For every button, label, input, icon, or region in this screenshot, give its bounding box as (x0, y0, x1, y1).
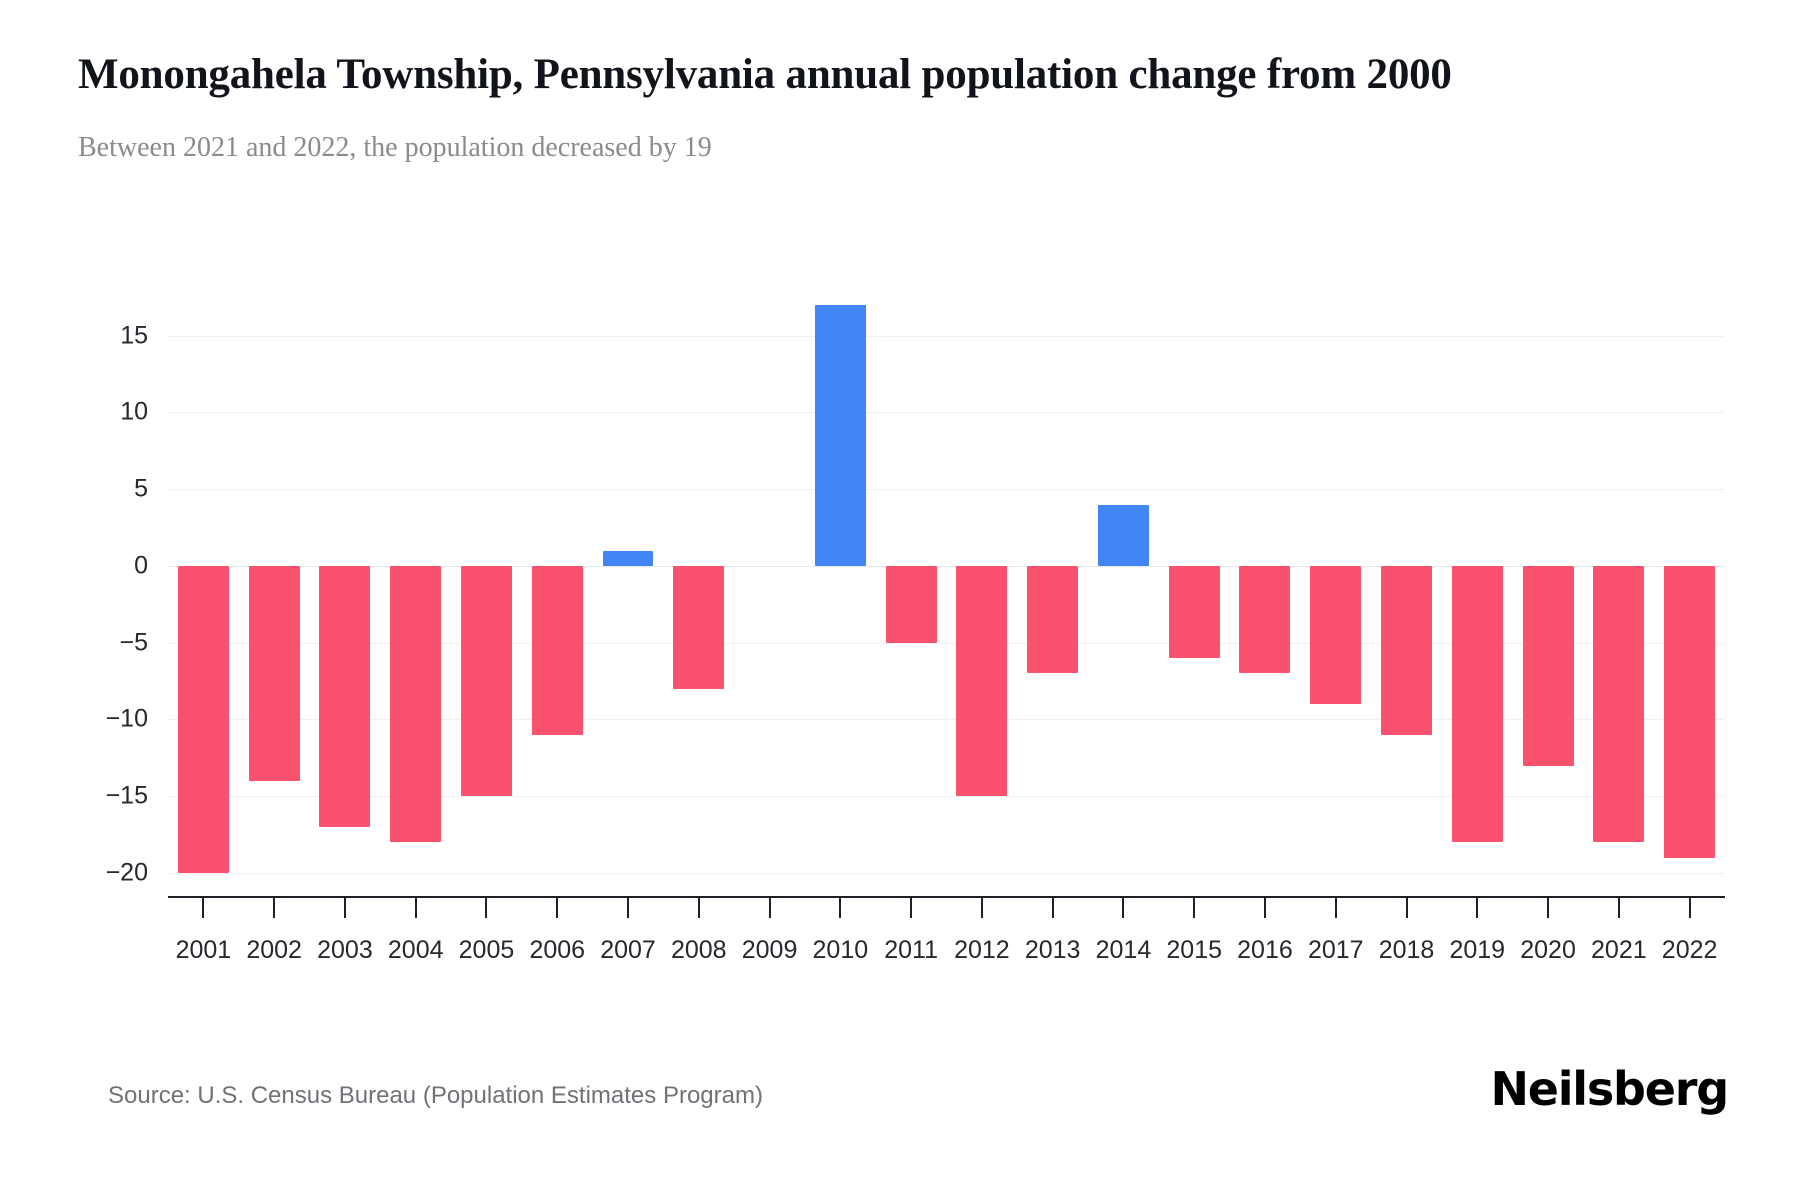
x-tick-2012 (980, 896, 983, 918)
bar-2005[interactable] (460, 565, 512, 797)
bar-2008[interactable] (673, 565, 725, 689)
x-tick-2011 (910, 896, 913, 918)
x-tick-label-2003: 2003 (317, 936, 373, 964)
x-tick-label-2013: 2013 (1024, 936, 1081, 964)
gridline--15 (168, 796, 1725, 798)
x-tick-2022 (1688, 896, 1691, 918)
x-tick-label-2009: 2009 (741, 936, 798, 964)
x-tick-label-2011: 2011 (884, 936, 938, 964)
bar-2022[interactable] (1664, 565, 1716, 858)
page-subtitle: Between 2021 and 2022, the population de… (78, 132, 712, 163)
x-tick-2008 (697, 896, 700, 918)
bar-2007[interactable] (602, 550, 654, 566)
x-tick-label-2019: 2019 (1449, 936, 1506, 964)
brand-logo: Neilsberg (1490, 1062, 1729, 1116)
x-tick-label-2021: 2021 (1591, 936, 1647, 964)
gridline-15 (168, 335, 1725, 337)
x-tick-label-2014: 2014 (1095, 936, 1152, 964)
bar-2012[interactable] (956, 565, 1008, 797)
x-tick-2009 (768, 896, 771, 918)
bar-2013[interactable] (1027, 565, 1079, 674)
bar-2002[interactable] (248, 565, 300, 781)
bar-2017[interactable] (1310, 565, 1362, 705)
x-tick-2002 (273, 896, 276, 918)
x-tick-2021 (1617, 896, 1620, 918)
x-tick-label-2012: 2012 (954, 936, 1010, 964)
x-tick-label-2006: 2006 (529, 936, 586, 964)
x-tick-2006 (556, 896, 559, 918)
x-tick-2001 (202, 896, 205, 918)
x-tick-2018 (1405, 896, 1408, 918)
x-tick-label-2002: 2002 (246, 936, 302, 964)
x-tick-label-2005: 2005 (458, 936, 515, 964)
x-tick-2005 (485, 896, 488, 918)
x-axis-line (168, 896, 1725, 898)
y-tick-label: 5 (134, 474, 148, 503)
x-tick-2020 (1547, 896, 1550, 918)
gridline--10 (168, 719, 1725, 721)
x-tick-2016 (1263, 896, 1266, 918)
x-tick-label-2020: 2020 (1520, 936, 1576, 964)
x-tick-label-2004: 2004 (387, 936, 444, 964)
x-tick-2003 (343, 896, 346, 918)
bar-2006[interactable] (531, 565, 583, 735)
y-tick-label: −20 (105, 858, 148, 887)
bar-series (168, 282, 1725, 896)
bar-2016[interactable] (1239, 565, 1291, 674)
x-tick-label-2018: 2018 (1378, 936, 1435, 964)
x-tick-label-2017: 2017 (1307, 936, 1364, 964)
bar-2003[interactable] (319, 565, 371, 827)
x-tick-label-2022: 2022 (1661, 936, 1718, 964)
gridline-10 (168, 412, 1725, 414)
y-tick-label: 15 (120, 321, 148, 350)
bar-2010[interactable] (814, 305, 866, 566)
bar-2014[interactable] (1097, 504, 1149, 566)
x-tick-label-2001: 2001 (175, 936, 232, 964)
page-title: Monongahela Township, Pennsylvania annua… (78, 51, 1452, 98)
source-note: Source: U.S. Census Bureau (Population E… (108, 1082, 763, 1109)
x-tick-2017 (1334, 896, 1337, 918)
x-tick-2010 (839, 896, 842, 918)
bar-2011[interactable] (885, 565, 937, 643)
x-tick-2014 (1122, 896, 1125, 918)
gridline-0 (168, 565, 1725, 567)
gridline--5 (168, 642, 1725, 644)
y-tick-label: 0 (134, 551, 148, 580)
y-tick-label: −15 (105, 781, 148, 810)
y-tick-label: −10 (105, 704, 148, 733)
x-tick-label-2016: 2016 (1237, 936, 1293, 964)
x-tick-label-2008: 2008 (670, 936, 727, 964)
bar-2015[interactable] (1168, 565, 1220, 659)
x-tick-2015 (1193, 896, 1196, 918)
gridline--20 (168, 872, 1725, 874)
bar-2020[interactable] (1522, 565, 1574, 766)
bar-2004[interactable] (390, 565, 442, 843)
bar-2019[interactable] (1451, 565, 1503, 843)
x-tick-2007 (627, 896, 630, 918)
gridline-5 (168, 489, 1725, 491)
x-tick-2019 (1476, 896, 1479, 918)
bar-2001[interactable] (177, 565, 229, 873)
x-tick-label-2010: 2010 (812, 936, 869, 964)
bar-2018[interactable] (1381, 565, 1432, 735)
plot-canvas (168, 282, 1725, 896)
x-tick-2013 (1051, 896, 1054, 918)
x-tick-label-2007: 2007 (600, 936, 656, 964)
x-tick-2004 (414, 896, 417, 918)
y-tick-label: −5 (119, 628, 148, 657)
y-tick-label: 10 (120, 397, 148, 426)
bar-2021[interactable] (1593, 565, 1645, 843)
x-tick-label-2015: 2015 (1166, 936, 1223, 964)
